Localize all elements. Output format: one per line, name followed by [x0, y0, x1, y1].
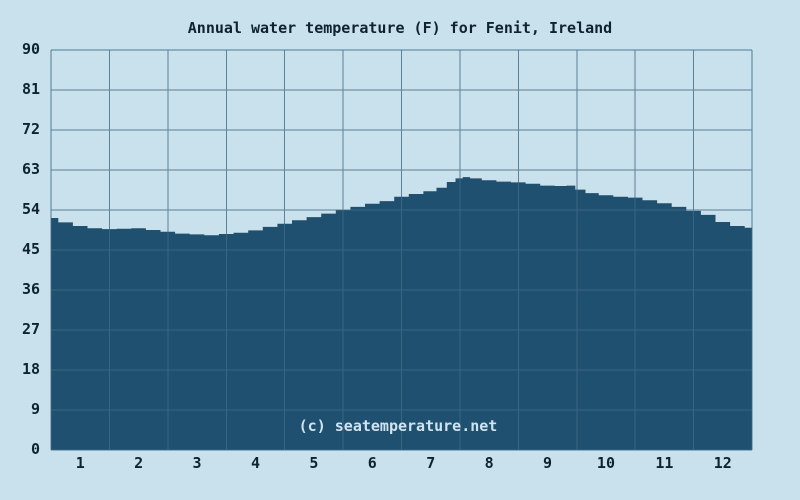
y-tick-label: 9	[30, 400, 40, 418]
x-tick-label: 7	[426, 454, 436, 472]
y-tick-label: 72	[21, 120, 40, 138]
y-tick-label: 90	[21, 40, 40, 58]
y-tick-label: 63	[21, 160, 40, 178]
x-tick-label: 9	[543, 454, 553, 472]
x-tick-label: 6	[367, 454, 377, 472]
watermark-text: (c) seatemperature.net	[299, 417, 498, 435]
x-tick-label: 2	[134, 454, 144, 472]
x-tick-label: 4	[250, 454, 260, 472]
x-tick-label: 10	[596, 454, 615, 472]
gridlines-inside-fill	[51, 177, 752, 450]
x-tick-label: 11	[655, 454, 674, 472]
x-tick-label: 8	[484, 454, 494, 472]
chart-title: Annual water temperature (F) for Fenit, …	[187, 19, 613, 37]
y-tick-label: 36	[21, 280, 40, 298]
y-tick-label: 45	[21, 240, 40, 258]
x-tick-label: 3	[192, 454, 202, 472]
y-tick-label: 54	[21, 200, 40, 218]
x-tick-label: 12	[713, 454, 732, 472]
x-tick-label: 5	[309, 454, 319, 472]
y-tick-label: 0	[30, 440, 40, 458]
x-tick-label: 1	[75, 454, 85, 472]
y-tick-label: 18	[21, 360, 40, 378]
y-tick-label: 81	[21, 80, 40, 98]
y-tick-label: 27	[21, 320, 40, 338]
